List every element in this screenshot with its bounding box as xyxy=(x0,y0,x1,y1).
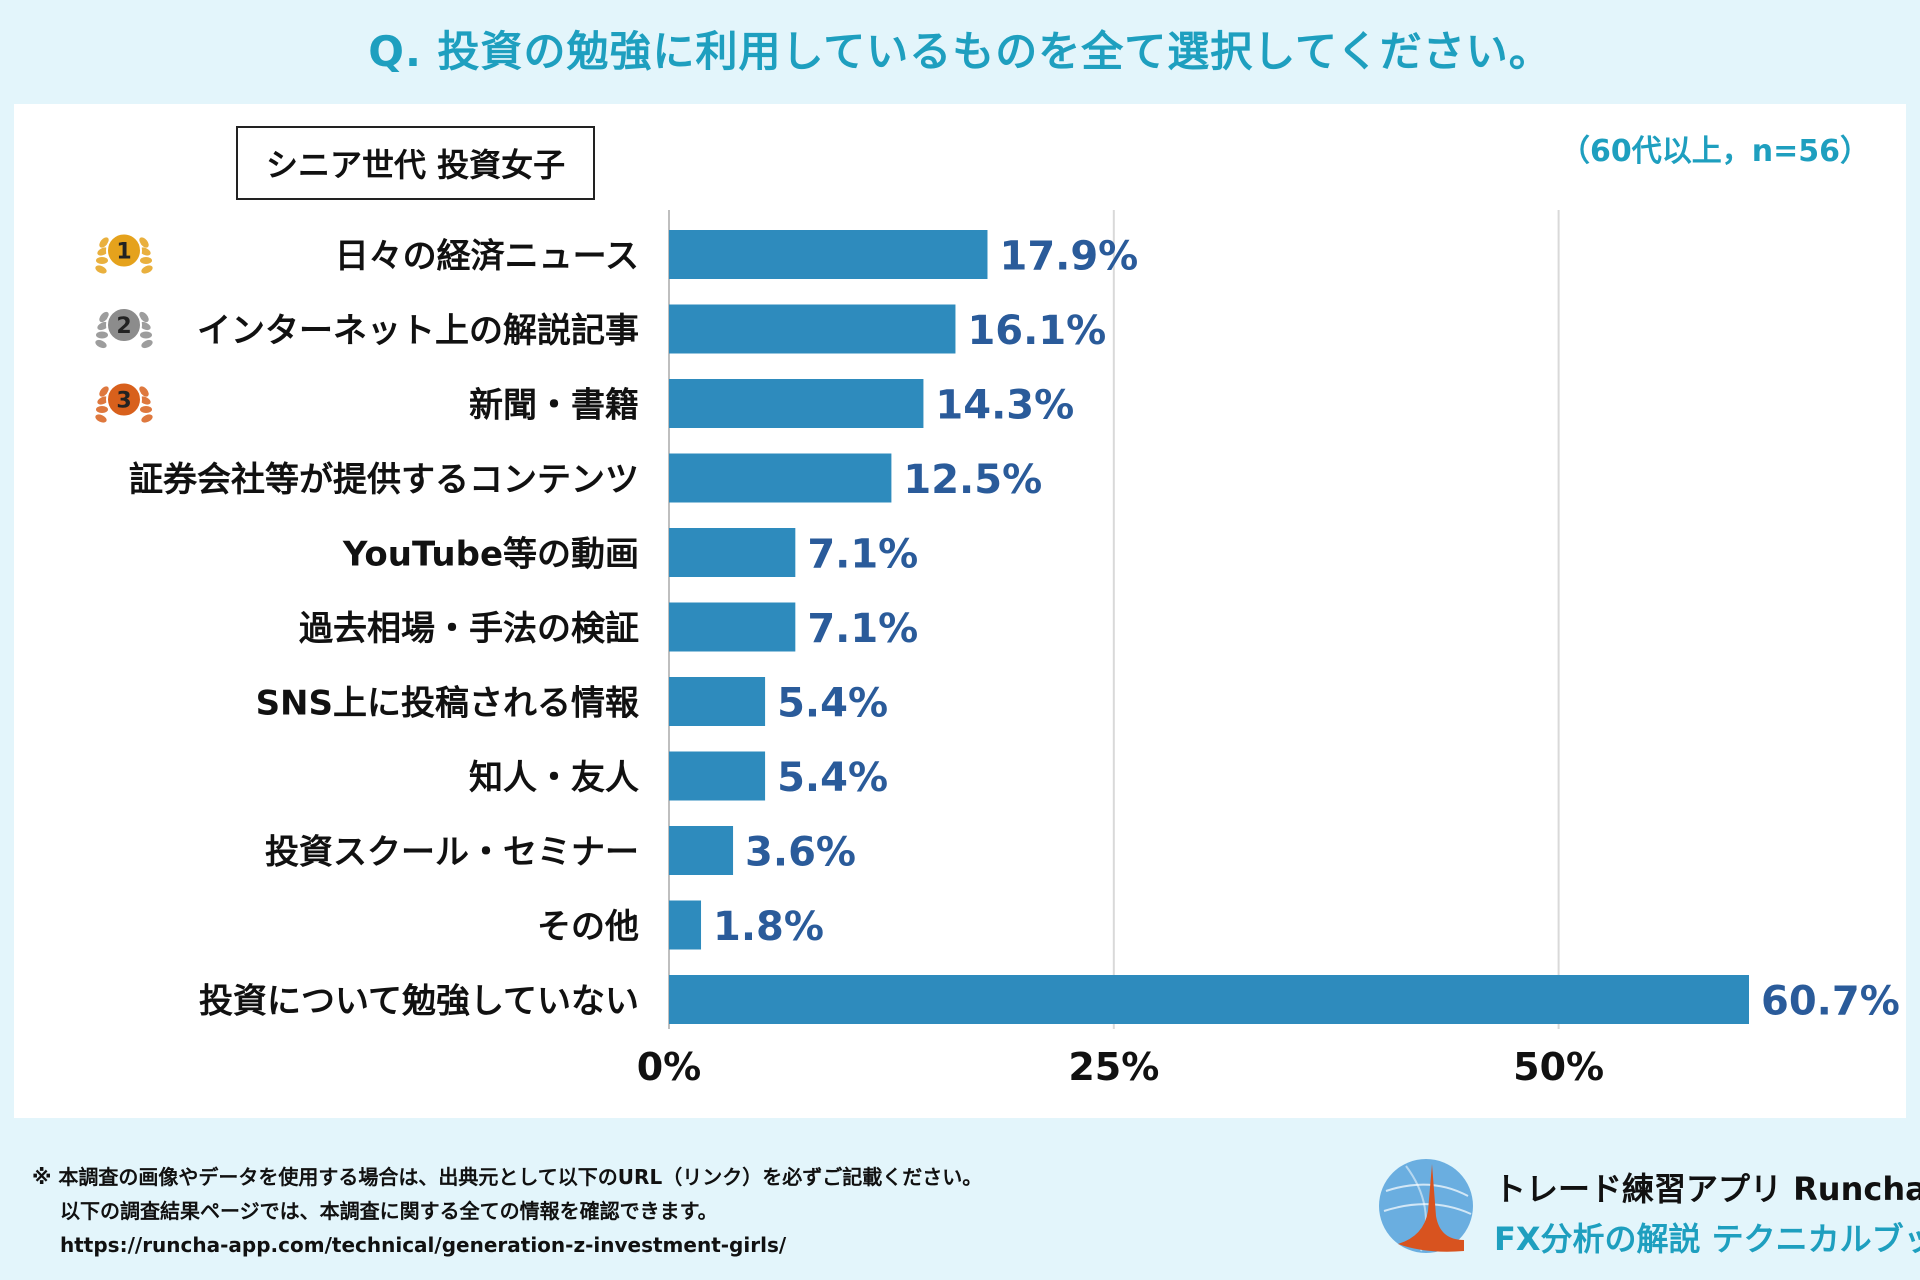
data-label: 17.9% xyxy=(999,234,1138,280)
category-label: 知人・友人 xyxy=(469,758,639,798)
brand-name: トレード練習アプリ Runcha xyxy=(1494,1170,1920,1208)
data-label: 12.5% xyxy=(903,457,1042,503)
rank-number: 1 xyxy=(116,240,131,265)
bar xyxy=(669,528,796,577)
rank-medal-icon xyxy=(106,232,142,269)
question-title: Q. 投資の勉強に利用しているものを全て選択してください。 xyxy=(368,27,1552,76)
laurel-leaf-icon xyxy=(140,406,152,413)
category-label: インターネット上の解説記事 xyxy=(197,311,639,351)
data-label: 14.3% xyxy=(935,383,1074,429)
category-label: 投資について勉強していない xyxy=(199,982,639,1022)
chart-panel: シニア世代 投資女子 （60代以上，n=56） 0% 25% 50% 日々の経済ニュー… xyxy=(14,104,1906,1118)
laurel-leaf-icon xyxy=(139,396,151,405)
laurel-leaf-icon xyxy=(97,396,109,405)
category-label: 日々の経済ニュース xyxy=(335,237,639,277)
category-label: 新聞・書籍 xyxy=(469,386,639,426)
brand-block: トレード練習アプリ Runcha FX分析の解説 テクニカルブック xyxy=(1376,1156,1920,1272)
laurel-leaf-icon xyxy=(140,331,152,339)
footer-line-1: ※ 本調査の画像やデータを使用する場合は、出典元として以下のURL（リンク）を必… xyxy=(32,1165,983,1189)
laurel-leaf-icon xyxy=(139,386,149,397)
rank-number: 2 xyxy=(116,314,131,339)
rank-medal-icon xyxy=(106,307,142,343)
laurel-leaf-icon xyxy=(97,321,109,331)
bar xyxy=(669,900,702,950)
rank-number: 3 xyxy=(116,389,131,414)
laurel-leaf-icon xyxy=(141,414,153,423)
footer-note: ※ 本調査の画像やデータを使用する場合は、出典元として以下のURL（リンク）を必… xyxy=(32,1160,982,1262)
laurel-leaf-icon xyxy=(139,311,149,323)
laurel-leaf-icon xyxy=(95,339,107,349)
data-label: 1.8% xyxy=(713,904,824,950)
laurel-leaf-icon xyxy=(95,265,107,274)
laurel-leaf-icon xyxy=(140,257,152,264)
rank-medal-icon xyxy=(106,381,142,418)
laurel-leaf-icon xyxy=(97,247,109,256)
runcha-logo-icon xyxy=(1379,1159,1473,1253)
sample-note: （60代以上，n=56） xyxy=(1560,134,1870,169)
bar xyxy=(669,602,796,652)
laurel-leaf-icon xyxy=(139,237,149,248)
data-label: 60.7% xyxy=(1761,979,1900,1025)
bar xyxy=(669,304,956,354)
x-tick-label: 0% xyxy=(637,1045,702,1089)
laurel-leaf-icon xyxy=(99,237,109,248)
group-label: シニア世代 投資女子 xyxy=(236,126,596,200)
footer-line-2: 以下の調査結果ページでは、本調査に関する全ての情報を確認できます。 xyxy=(60,1199,718,1223)
bar xyxy=(669,379,924,428)
bar xyxy=(669,230,988,279)
laurel-leaf-icon xyxy=(96,257,108,264)
data-label: 16.1% xyxy=(967,308,1106,354)
laurel-leaf-icon xyxy=(96,331,108,339)
bar xyxy=(669,826,734,875)
category-label: 証券会社等が提供するコンテンツ xyxy=(129,460,639,500)
x-tick-label: 25% xyxy=(1068,1045,1159,1089)
data-label: 5.4% xyxy=(777,755,888,801)
laurel-leaf-icon xyxy=(141,339,153,349)
laurel-leaf-icon xyxy=(139,247,151,256)
category-label: YouTube等の動画 xyxy=(342,535,639,575)
category-label: 過去相場・手法の検証 xyxy=(299,609,639,649)
category-label: SNS上に投稿される情報 xyxy=(256,684,639,724)
category-label: 投資スクール・セミナー xyxy=(265,833,639,873)
laurel-leaf-icon xyxy=(141,265,153,274)
bar-chart: 0% 25% 50% 日々の経済ニュース 17.9% 1 インターネット上の解説記事 16.1… xyxy=(95,210,1900,1089)
data-label: 7.1% xyxy=(807,606,918,652)
bar xyxy=(669,453,892,503)
laurel-leaf-icon xyxy=(139,321,151,331)
data-label: 7.1% xyxy=(807,532,918,578)
x-tick-label: 50% xyxy=(1513,1045,1604,1089)
laurel-leaf-icon xyxy=(99,386,109,397)
bar xyxy=(669,975,1749,1024)
laurel-leaf-icon xyxy=(95,414,107,423)
brand-subtitle: FX分析の解説 テクニカルブック xyxy=(1494,1220,1920,1258)
data-label: 5.4% xyxy=(777,681,888,727)
bar xyxy=(669,677,766,726)
data-label: 3.6% xyxy=(745,830,856,876)
laurel-leaf-icon xyxy=(96,406,108,413)
bar xyxy=(669,751,766,801)
laurel-leaf-icon xyxy=(99,311,109,323)
footer-url[interactable]: https://runcha-app.com/technical/generat… xyxy=(60,1233,787,1257)
category-label: その他 xyxy=(537,907,639,947)
